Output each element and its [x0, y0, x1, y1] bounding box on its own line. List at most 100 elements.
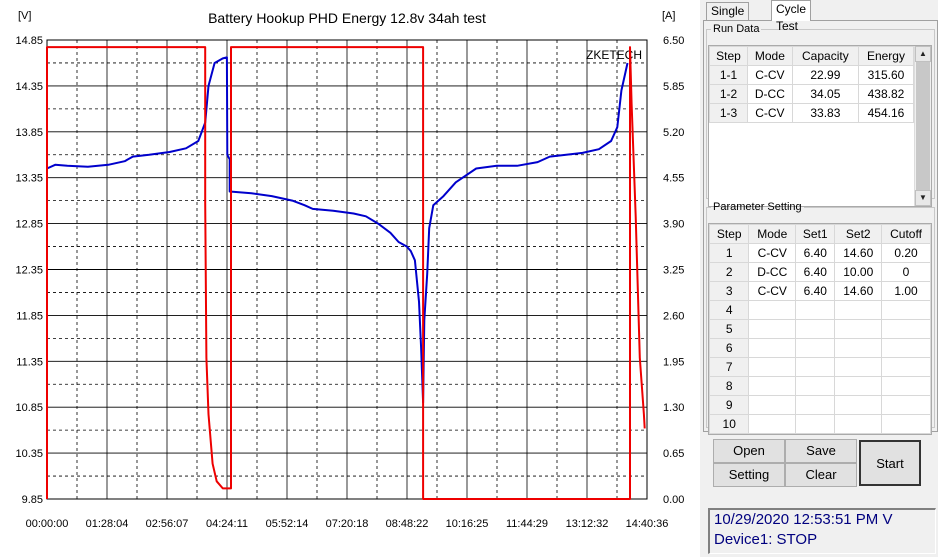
parameter-row[interactable]: 7	[709, 357, 931, 377]
x-tick-label: 10:16:25	[446, 518, 489, 530]
run-data-group: Run Data Step Mode Capacity Energy 1-1 C-CV 2…	[706, 23, 935, 207]
scroll-thumb[interactable]	[916, 62, 930, 190]
x-tick-label: 02:56:07	[146, 518, 189, 530]
parameter-cell	[748, 338, 797, 358]
scroll-up-icon[interactable]: ▲	[915, 46, 931, 62]
x-tick-label: 05:52:14	[266, 518, 309, 530]
parameter-cell: C-CV	[748, 281, 797, 301]
y-right-tick-label: 2.60	[663, 310, 684, 322]
parameter-cell	[834, 395, 883, 415]
chart-area: 14.85 14.35 13.85 13.35 12.85 12.35 11.85 11.35…	[0, 0, 700, 557]
run-data-cell: 1-1	[709, 65, 748, 85]
right-axis-label: [A]	[662, 10, 675, 22]
parameter-cell	[881, 338, 931, 358]
run-data-row[interactable]: 1-1 C-CV 22.99 315.60	[709, 65, 915, 85]
setting-button[interactable]: Setting	[713, 463, 785, 487]
parameter-row[interactable]: 8	[709, 376, 931, 396]
parameter-cell: 6.40	[795, 243, 836, 263]
y-right-tick-label: 0.65	[663, 448, 684, 460]
parameter-cell: 14.60	[834, 281, 883, 301]
x-tick-label: 08:48:22	[386, 518, 429, 530]
parameter-cell: 9	[709, 395, 750, 415]
y-right-tick-label: 1.95	[663, 356, 684, 368]
parameter-row[interactable]: 4	[709, 300, 931, 320]
left-axis-label: [V]	[18, 10, 31, 22]
y-left-tick-label: 12.35	[15, 265, 43, 277]
run-data-header: Mode	[746, 46, 793, 66]
run-data-scrollbar[interactable]: ▲ ▼	[914, 46, 931, 206]
x-tick-label: 14:40:36	[626, 518, 669, 530]
parameter-cell	[881, 395, 931, 415]
parameter-header: Step	[709, 224, 750, 244]
parameter-cell: 1.00	[881, 281, 931, 301]
parameter-cell: 5	[709, 319, 750, 339]
parameter-cell: 6.40	[795, 281, 836, 301]
run-data-cell: 315.60	[857, 65, 915, 85]
parameter-cell: 1	[709, 243, 750, 263]
parameter-cell	[881, 414, 931, 434]
run-data-row[interactable]: 1-2 D-CC 34.05 438.82	[709, 84, 915, 104]
tab-single-test[interactable]: Single Test	[706, 2, 750, 35]
x-tick-label: 00:00:00	[26, 518, 69, 530]
parameter-row[interactable]: 5	[709, 319, 931, 339]
run-data-cell: C-CV	[746, 65, 793, 85]
parameter-cell	[748, 319, 797, 339]
cycle-test-panel: Run Data Step Mode Capacity Energy 1-1 C-CV 2…	[703, 20, 938, 435]
y-left-tick-label: 13.35	[15, 173, 43, 185]
parameter-cell	[795, 357, 836, 377]
parameter-setting-group: Parameter Setting Step Mode Set1 Set2 Cutoff…	[706, 201, 935, 435]
parameter-table: Step Mode Set1 Set2 Cutoff 1 C-CV 6.40 14.60 0.2…	[709, 224, 931, 434]
y-left-tick-label: 10.35	[15, 448, 43, 460]
run-data-cell: 1-2	[709, 84, 748, 104]
y-left-tick-label: 11.35	[16, 356, 43, 368]
x-tick-label: 07:20:18	[326, 518, 369, 530]
parameter-row[interactable]: 2 D-CC 6.40 10.00 0	[709, 262, 931, 282]
y-left-tick-label: 12.85	[15, 219, 43, 231]
parameter-row[interactable]: 10	[709, 414, 931, 434]
parameter-cell	[795, 338, 836, 358]
y-right-tick-label: 3.25	[663, 265, 684, 277]
parameter-row[interactable]: 9	[709, 395, 931, 415]
parameter-cell	[834, 338, 883, 358]
run-data-row[interactable]: 1-3 C-CV 33.83 454.16	[709, 103, 915, 123]
y-left-tick-label: 11.85	[16, 310, 43, 322]
parameter-cell	[748, 357, 797, 377]
y-right-tick-label: 1.30	[663, 402, 684, 414]
status-bar: 10/29/2020 12:53:51 PM V Device1: STOP	[708, 508, 936, 554]
y-right-tick-label: 6.50	[663, 35, 684, 47]
status-datetime: 10/29/2020 12:53:51 PM V	[714, 511, 893, 528]
parameter-cell: 10.00	[834, 262, 883, 282]
parameter-row[interactable]: 6	[709, 338, 931, 358]
parameter-cell: 0	[881, 262, 931, 282]
run-data-cell: C-CV	[746, 103, 793, 123]
parameter-cell: 8	[709, 376, 750, 396]
x-tick-label: 13:12:32	[566, 518, 609, 530]
parameter-setting-list[interactable]: Step Mode Set1 Set2 Cutoff 1 C-CV 6.40 14.60 0.2…	[708, 223, 932, 435]
clear-button[interactable]: Clear	[785, 463, 857, 487]
open-button[interactable]: Open	[713, 439, 785, 463]
parameter-cell: 2	[709, 262, 750, 282]
parameter-cell: 6.40	[795, 262, 836, 282]
parameter-cell: 14.60	[834, 243, 883, 263]
tab-cycle-test[interactable]: Cycle Test	[771, 0, 812, 33]
run-data-cell: 438.82	[857, 84, 915, 104]
parameter-cell	[795, 300, 836, 320]
y-left-tick-label: 14.85	[15, 35, 43, 47]
parameter-row[interactable]: 3 C-CV 6.40 14.60 1.00	[709, 281, 931, 301]
parameter-cell: C-CV	[748, 243, 797, 263]
parameter-header: Mode	[748, 224, 797, 244]
scroll-down-icon[interactable]: ▼	[915, 190, 931, 206]
parameter-header: Cutoff	[881, 224, 931, 244]
start-button[interactable]: Start	[859, 440, 921, 486]
run-data-list[interactable]: Step Mode Capacity Energy 1-1 C-CV 22.99 315.6…	[708, 45, 932, 207]
y-right-tick-label: 5.85	[663, 81, 684, 93]
battery-chart: 14.85 14.35 13.85 13.35 12.85 12.35 11.85 11.35…	[15, 10, 684, 530]
run-data-cell: 34.05	[791, 84, 859, 104]
parameter-header: Set2	[834, 224, 883, 244]
parameter-row[interactable]: 1 C-CV 6.40 14.60 0.20	[709, 243, 931, 263]
chart-title: Battery Hookup PHD Energy 12.8v 34ah tes…	[208, 10, 486, 26]
parameter-cell: 6	[709, 338, 750, 358]
parameter-cell	[834, 357, 883, 377]
save-button[interactable]: Save	[785, 439, 857, 463]
run-data-table: Step Mode Capacity Energy 1-1 C-CV 22.99 315.6…	[709, 46, 915, 123]
